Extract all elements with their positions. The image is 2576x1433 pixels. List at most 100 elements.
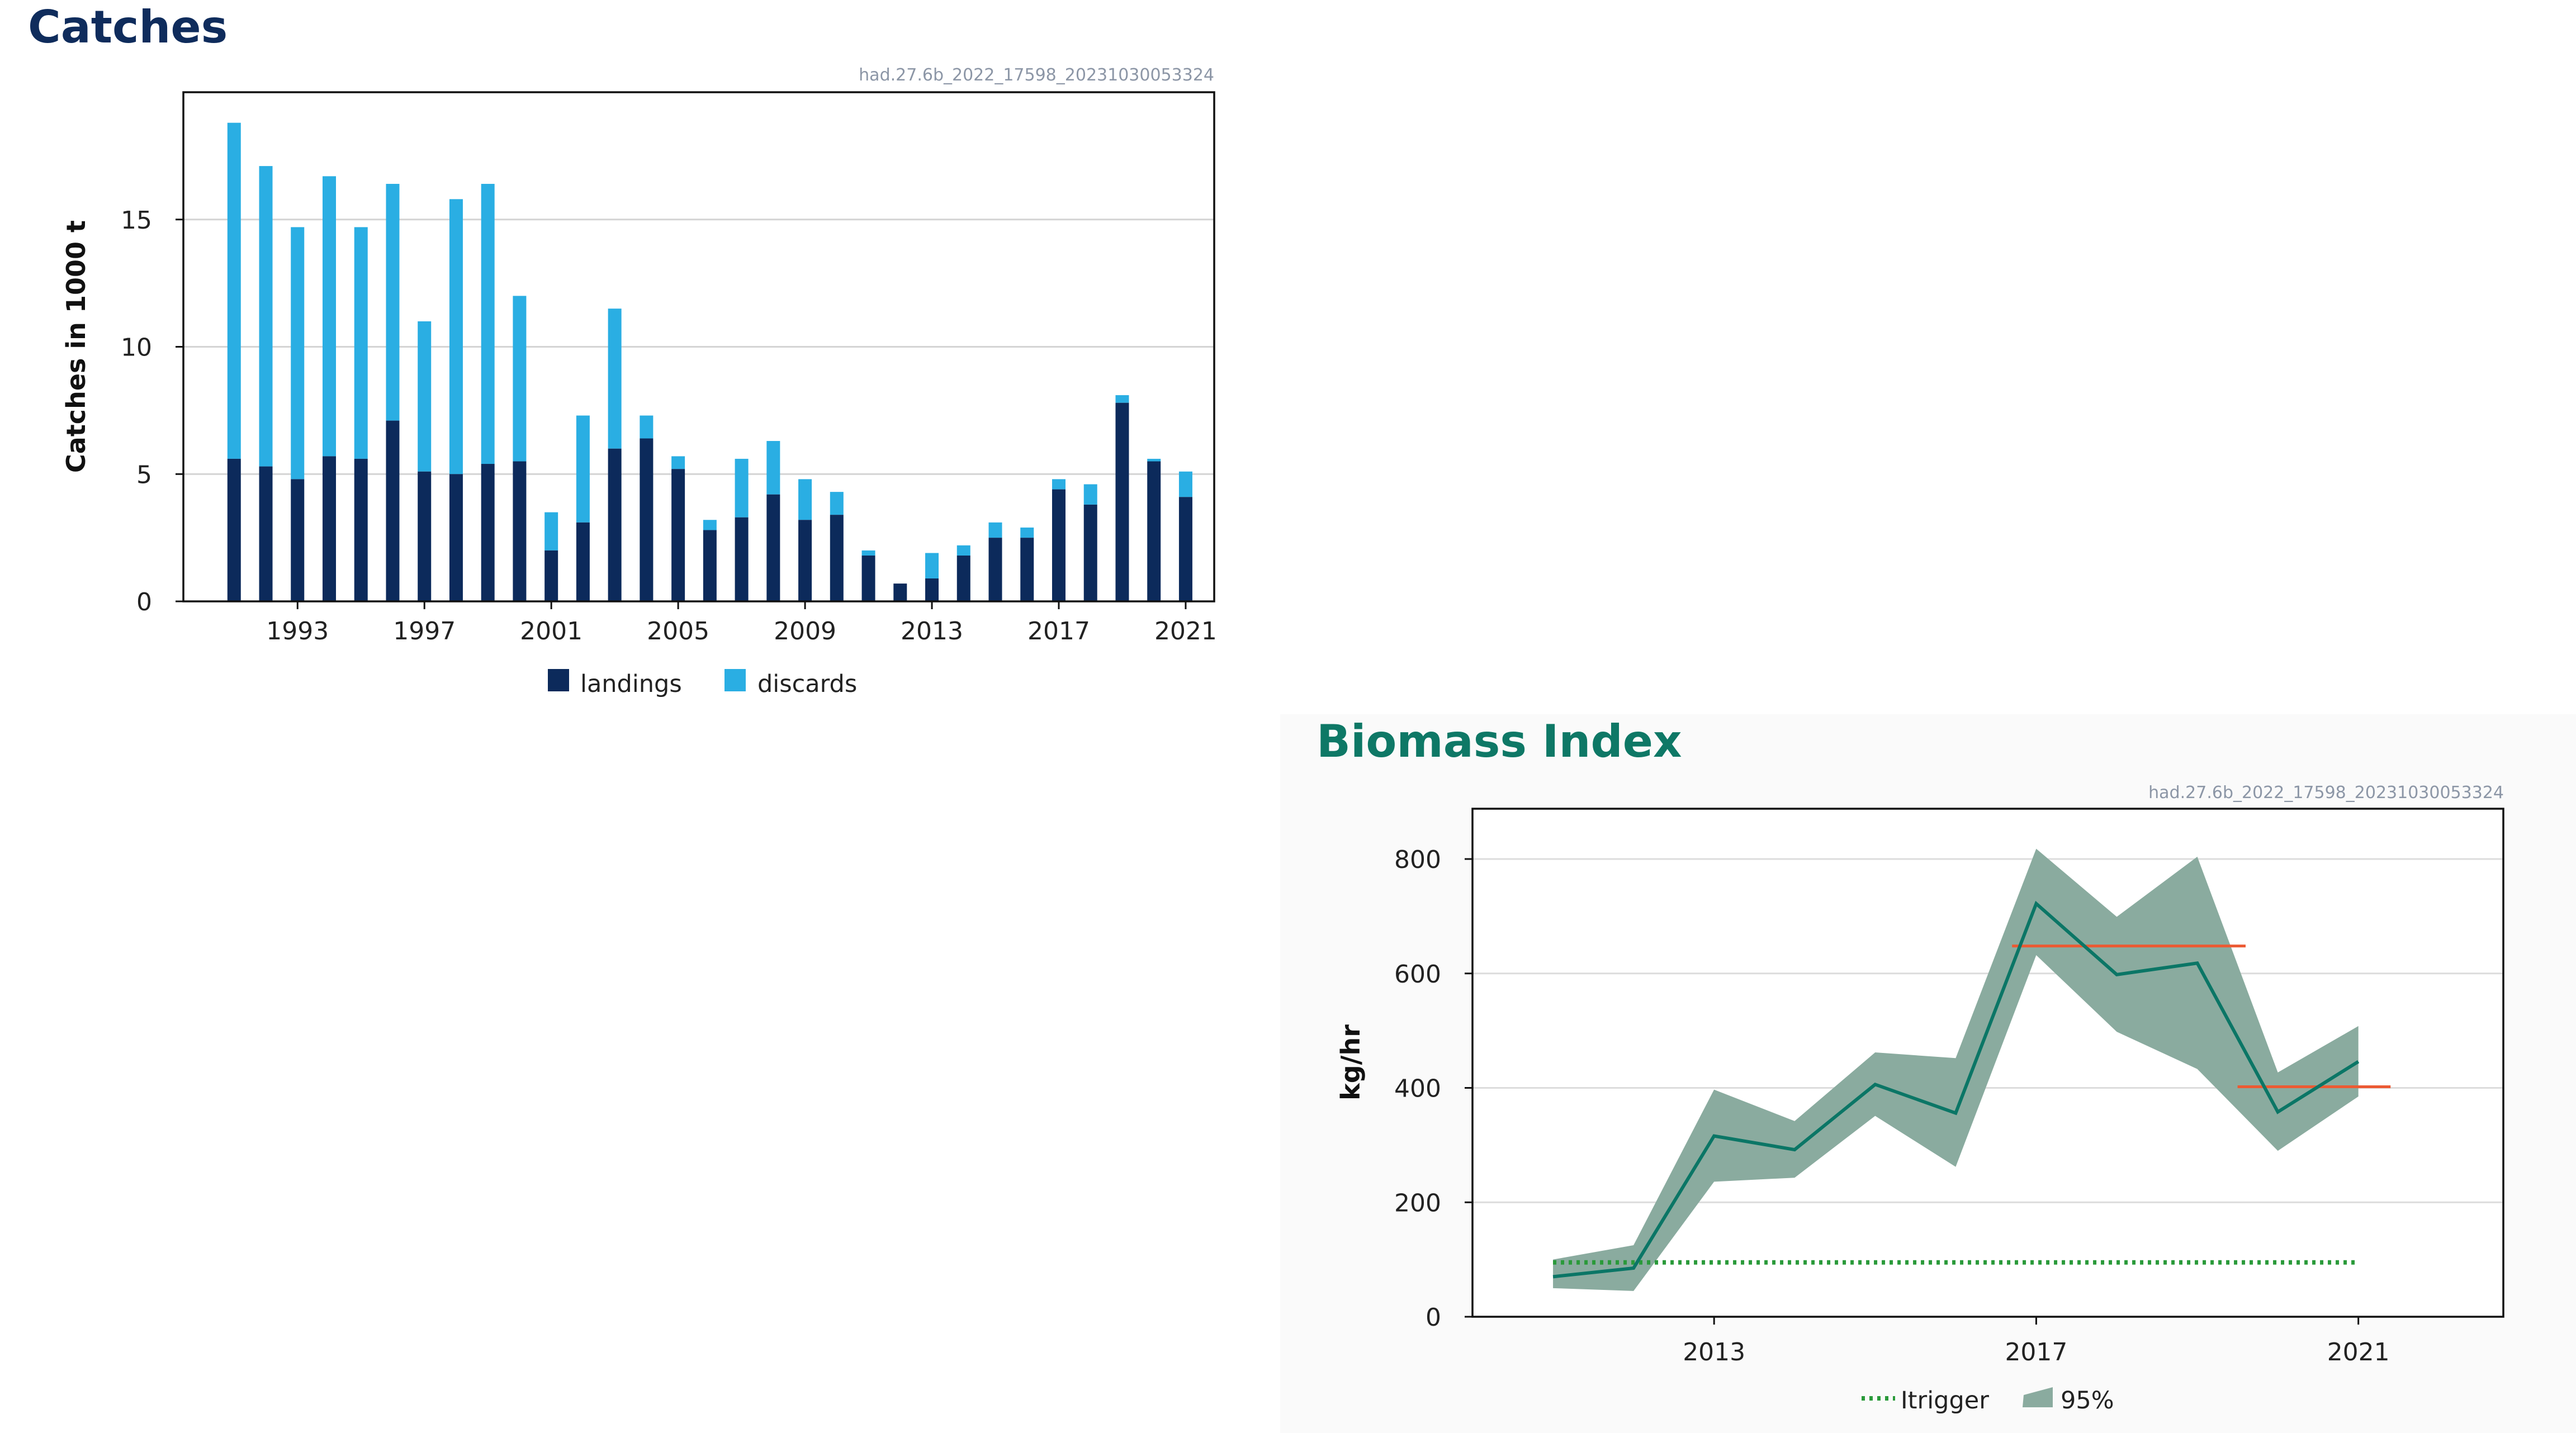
discards-bar — [322, 176, 336, 457]
discards-bar — [735, 458, 749, 518]
catches-y-tick-label: 0 — [136, 588, 152, 616]
discards-bar — [513, 296, 527, 462]
landings-bar — [956, 556, 970, 601]
catches-bars — [227, 122, 1192, 601]
discards-bar — [386, 183, 400, 421]
landings-bar — [703, 530, 717, 601]
confidence-band — [1553, 848, 2359, 1291]
landings-bar — [513, 461, 527, 601]
landings-bar — [766, 494, 780, 601]
landings-bar — [1052, 489, 1066, 601]
legend-discards-swatch — [724, 669, 746, 691]
landings-bar — [671, 469, 685, 601]
discards-bar — [608, 309, 622, 449]
landings-bar — [386, 420, 400, 601]
discards-bar — [481, 183, 495, 464]
discards-bar — [861, 550, 875, 556]
landings-bar — [861, 556, 875, 601]
catches-chart-title: Catches — [28, 1, 228, 53]
biomass-y-tick-label: 400 — [1394, 1075, 1441, 1103]
biomass-x-tick-label: 2013 — [1683, 1338, 1745, 1366]
landings-bar — [1178, 497, 1192, 601]
catches-x-tick-label: 2013 — [901, 617, 963, 646]
discards-bar — [449, 199, 463, 474]
discards-bar — [1115, 395, 1129, 403]
catches-x-tick-label: 2021 — [1154, 617, 1217, 646]
catches-reference-id: had.27.6b_2022_17598_20231030053324 — [859, 65, 1214, 85]
catches-legend: landings discards — [548, 669, 857, 698]
catches-y-tick-label: 5 — [136, 461, 152, 489]
discards-bar — [640, 415, 654, 439]
legend-landings-label: landings — [580, 670, 682, 698]
discards-bar — [227, 122, 241, 459]
landings-bar — [1083, 504, 1097, 601]
catches-x-tick-label: 2005 — [647, 617, 709, 646]
biomass-y-axis-label: kg/hr — [1336, 1024, 1366, 1100]
biomass-y-tick-label: 800 — [1394, 846, 1441, 874]
discards-bar — [1020, 527, 1034, 538]
biomass-index-line — [1552, 900, 2360, 1279]
catches-x-tick-label: 2001 — [520, 617, 583, 646]
landings-bar — [544, 550, 558, 601]
biomass-plot-frame — [1471, 808, 2504, 1318]
landings-bar — [925, 578, 939, 601]
landings-bar — [418, 471, 432, 601]
catches-y-tick-label: 10 — [121, 334, 152, 362]
discards-bar — [703, 520, 717, 530]
discards-bar — [1147, 458, 1161, 462]
landings-bar — [322, 456, 336, 601]
biomass-x-tick-label: 2017 — [2005, 1338, 2067, 1366]
biomass-axis-ticks: 0 200 400 600 800 2013 2017 2021 — [1394, 808, 2504, 1366]
legend-band-swatch — [2023, 1387, 2053, 1407]
biomass-legend: Itrigger 95% — [1862, 1387, 2114, 1415]
discards-bar — [671, 456, 685, 469]
discards-bar — [1083, 484, 1097, 505]
landings-bar — [798, 520, 812, 601]
landings-bar — [608, 448, 622, 601]
landings-bar — [481, 464, 495, 601]
discards-bar — [418, 321, 432, 472]
discards-bar — [1178, 471, 1192, 497]
legend-discards-label: discards — [757, 670, 857, 698]
landings-bar — [735, 517, 749, 601]
discards-bar — [798, 479, 812, 520]
discards-bar — [766, 441, 780, 495]
landings-bar — [259, 466, 273, 601]
discards-bar — [291, 227, 305, 480]
discards-bar — [544, 512, 558, 551]
landings-bar — [988, 538, 1002, 601]
biomass-y-tick-label: 0 — [1426, 1303, 1441, 1332]
catches-axis-ticks: 0 5 10 15 1993 1997 2001 2005 2009 2013 2017 2021 — [121, 91, 1217, 646]
discards-bar — [925, 553, 939, 579]
discards-bar — [259, 166, 273, 467]
biomass-y-tick-label: 600 — [1394, 960, 1441, 989]
landings-bar — [830, 515, 844, 601]
biomass-reference-id: had.27.6b_2022_17598_20231030053324 — [2148, 783, 2504, 803]
catches-y-tick-label: 15 — [121, 206, 152, 235]
catches-y-axis-label: Catches in 1000 t — [61, 220, 91, 473]
legend-landings-swatch — [548, 669, 569, 691]
catches-x-tick-label: 1993 — [266, 617, 329, 646]
landings-bar — [640, 438, 654, 601]
discards-bar — [830, 492, 844, 515]
catches-x-tick-label: 2017 — [1027, 617, 1090, 646]
landings-bar — [291, 479, 305, 601]
legend-band-label: 95% — [2061, 1387, 2114, 1415]
landings-bar — [354, 458, 368, 601]
discards-bar — [354, 227, 368, 459]
landings-bar — [1147, 461, 1161, 601]
discards-bar — [1052, 479, 1066, 490]
catches-x-tick-label: 2009 — [774, 617, 836, 646]
discards-bar — [576, 415, 590, 523]
biomass-y-tick-label: 200 — [1394, 1189, 1441, 1217]
landings-bar — [1020, 538, 1034, 601]
biomass-chart-title: Biomass Index — [1317, 715, 1682, 767]
landings-bar — [1115, 402, 1129, 601]
landings-bar — [227, 458, 241, 601]
legend-itrigger-label: Itrigger — [1901, 1387, 1989, 1415]
landings-bar — [893, 583, 907, 601]
discards-bar — [988, 522, 1002, 538]
catches-x-tick-label: 1997 — [393, 617, 456, 646]
